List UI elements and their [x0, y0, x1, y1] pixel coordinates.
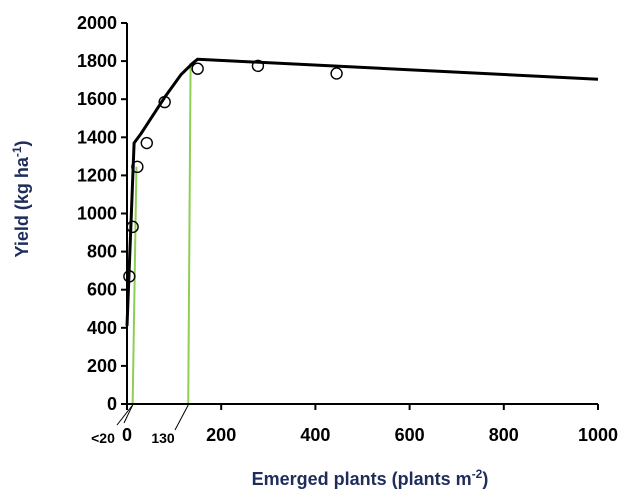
y-tick-labels: 0 200 400 600 800 1000 1200 1400 1600 1800 2000 — [77, 13, 117, 414]
x-tick-label: 400 — [300, 425, 330, 445]
data-point — [140, 136, 153, 150]
fit-line — [125, 57, 599, 326]
data-point — [131, 160, 144, 174]
x-tick-label: 0 — [122, 425, 132, 445]
annotation-leader — [116, 404, 134, 426]
axes — [126, 23, 598, 405]
y-tick-label: 1200 — [77, 165, 117, 185]
x-tick-label: 1000 — [578, 425, 618, 445]
x-tick-labels: 0 200 400 600 800 1000 — [122, 425, 618, 445]
y-tick-label: 200 — [87, 356, 117, 376]
annotation-label: <20 — [91, 430, 115, 446]
x-tick-label: 600 — [395, 425, 425, 445]
annotation-leader — [174, 404, 189, 431]
data-point — [191, 62, 204, 75]
data-point — [251, 59, 265, 73]
threshold-line — [187, 62, 192, 405]
y-tick-label: 600 — [87, 280, 117, 300]
data-point — [123, 270, 136, 283]
threshold-line — [131, 166, 138, 405]
y-tick-label: 0 — [107, 394, 117, 414]
threshold-lines — [131, 62, 192, 405]
y-tick-label: 800 — [87, 242, 117, 262]
x-tick-label: 800 — [489, 425, 519, 445]
y-tick-label: 1800 — [77, 51, 117, 71]
y-axis-title: Yield (kg ha-1) — [10, 140, 32, 257]
annotations: <20 130 — [91, 404, 189, 446]
annotation-leader — [123, 404, 134, 424]
tick-marks — [121, 22, 599, 410]
y-tick-label: 1600 — [77, 89, 117, 109]
y-tick-label: 400 — [87, 318, 117, 338]
y-tick-label: 1400 — [77, 127, 117, 147]
data-points — [123, 59, 343, 283]
x-axis-title: Emerged plants (plants m-2) — [252, 467, 489, 489]
data-point — [330, 67, 343, 80]
data-point — [126, 220, 139, 234]
y-tick-label: 2000 — [77, 13, 117, 33]
y-tick-label: 1000 — [77, 204, 117, 224]
data-point — [158, 95, 171, 109]
annotation-label: 130 — [151, 430, 175, 446]
x-tick-label: 200 — [206, 425, 236, 445]
fit-line-path — [125, 57, 599, 326]
